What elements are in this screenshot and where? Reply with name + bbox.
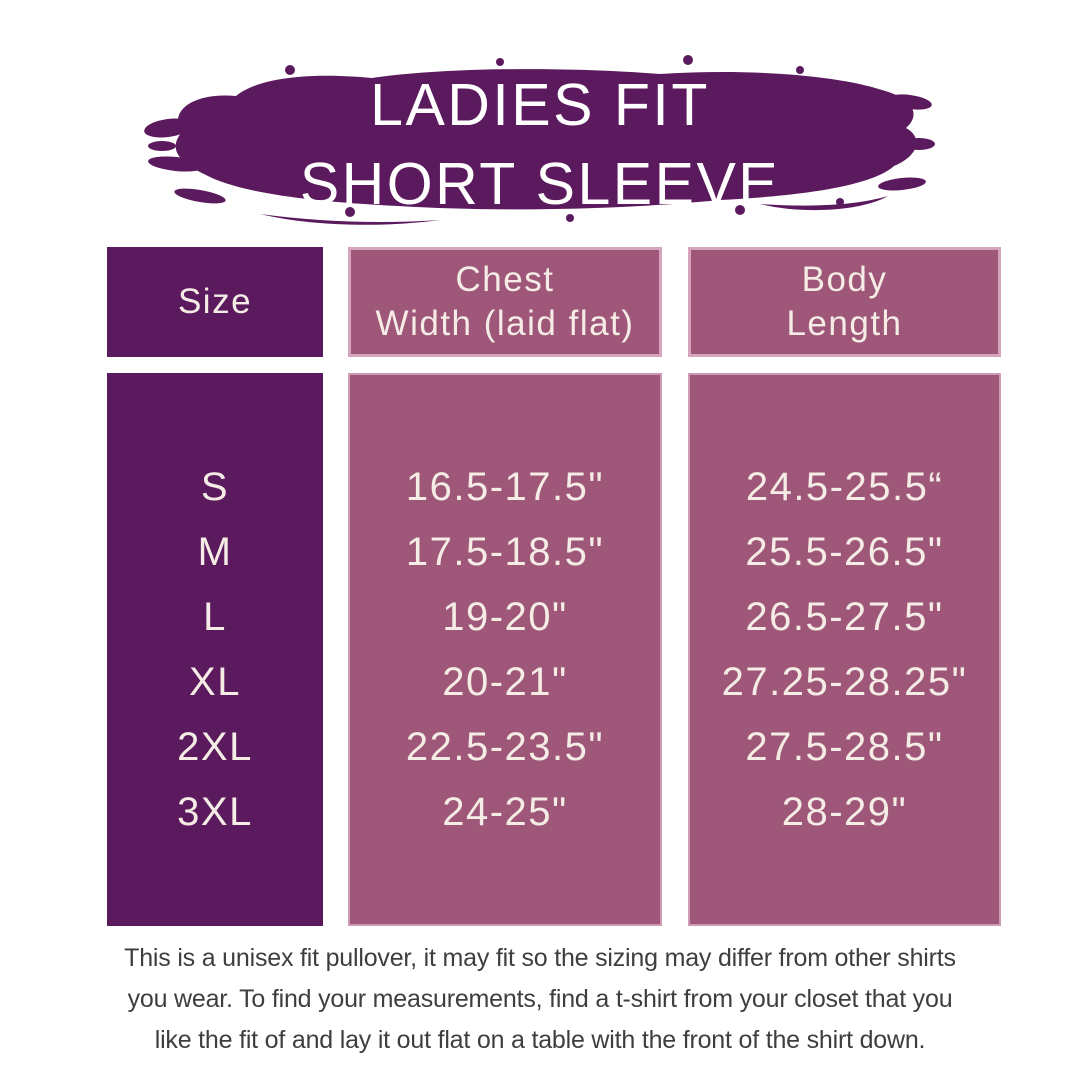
- body-length-column: 24.5-25.5“ 25.5-26.5" 26.5-27.5" 27.25-2…: [688, 373, 1001, 926]
- page-title-line-1: LADIES FIT: [370, 72, 710, 138]
- chest-width-cell: 24-25": [442, 789, 568, 834]
- chest-width-cell: 19-20": [442, 594, 568, 639]
- chest-width-column: 16.5-17.5" 17.5-18.5" 19-20" 20-21" 22.5…: [348, 373, 662, 926]
- fit-note: This is a unisex fit pullover, it may fi…: [0, 938, 1080, 1061]
- paint-brush-icon: [144, 55, 935, 225]
- page-title: LADIES FIT SHORT SLEEVE: [0, 66, 1080, 224]
- chest-width-cell: 22.5-23.5": [405, 724, 605, 769]
- chest-width-cell: 16.5-17.5": [405, 464, 605, 509]
- size-cell: XL: [189, 659, 241, 704]
- size-cell: 3XL: [177, 789, 253, 834]
- size-cell: M: [197, 529, 233, 574]
- brush-stroke-graphic: [140, 36, 940, 238]
- body-length-cell: 28-29": [781, 789, 908, 834]
- size-cell: 2XL: [177, 724, 253, 769]
- fit-note-line-2: you wear. To find your measurements, fin…: [127, 985, 953, 1013]
- body-length-cell: 27.5-28.5": [745, 724, 944, 769]
- body-length-column-header: Body Length: [688, 247, 1001, 357]
- size-column: S M L XL 2XL 3XL: [107, 373, 323, 926]
- size-column-header: Size: [107, 247, 323, 357]
- body-length-cell: 25.5-26.5": [745, 529, 944, 574]
- chest-width-cell: 20-21": [442, 659, 568, 704]
- chest-width-column-header: Chest Width (laid flat): [348, 247, 662, 357]
- size-cell: S: [200, 464, 230, 509]
- size-cell: L: [203, 594, 227, 639]
- fit-note-line-1: This is a unisex fit pullover, it may fi…: [124, 944, 956, 972]
- page-title-line-2: SHORT SLEEVE: [299, 151, 781, 217]
- body-length-cell: 24.5-25.5“: [745, 464, 944, 509]
- body-length-cell: 27.25-28.25": [721, 659, 968, 704]
- body-length-cell: 26.5-27.5": [745, 594, 944, 639]
- fit-note-line-3: like the fit of and lay it out flat on a…: [154, 1026, 926, 1054]
- chest-width-cell: 17.5-18.5": [405, 529, 605, 574]
